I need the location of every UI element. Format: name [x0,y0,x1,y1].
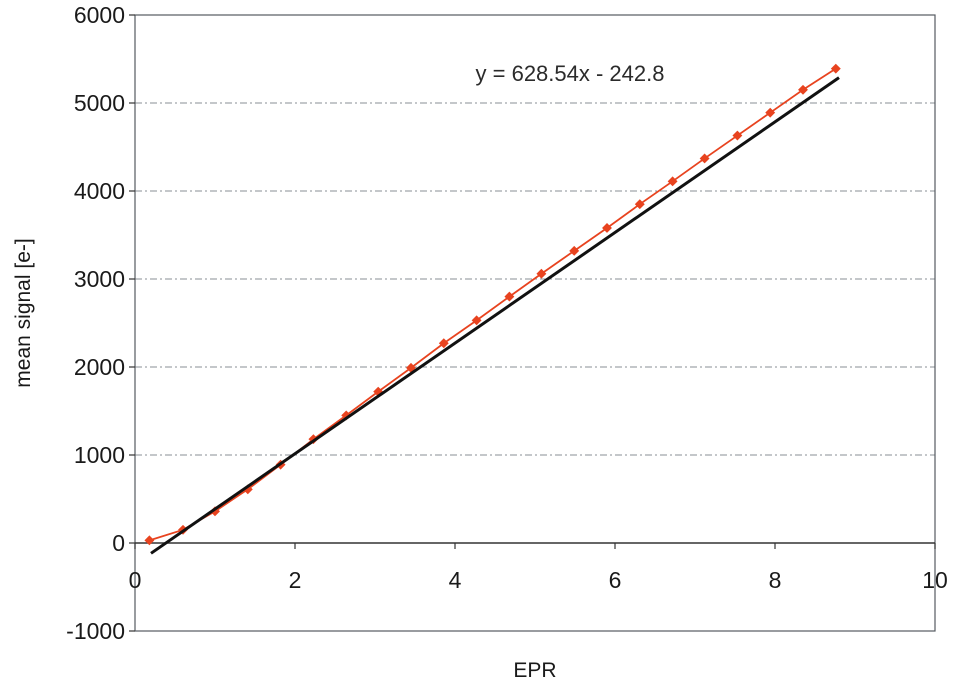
data-point-0-16 [667,176,678,187]
y-tick-label-0: -1000 [66,618,125,644]
labels: y = 628.54x - 242.8 EPR mean signal [e-] [12,61,664,682]
data-point-0-15 [634,199,645,210]
plot-frame [134,14,936,632]
y-tick-label-5: 4000 [74,178,125,204]
y-tick-label-4: 3000 [74,266,125,292]
data-point-0-0 [144,535,155,546]
x-axis-title: EPR [513,659,556,682]
y-tick-label-2: 1000 [74,442,125,468]
data-point-0-19 [765,107,776,118]
y-tick-label-3: 2000 [74,354,125,380]
trendline [150,76,840,555]
data-point-0-18 [732,130,743,141]
plot-border [134,14,936,632]
trendline-group [150,76,840,555]
x-tick-label-2: 4 [449,567,462,593]
series-line-0 [149,67,837,542]
data-point-0-13 [569,245,580,256]
x-tick-label-1: 2 [289,567,302,593]
x-tick-label-4: 8 [769,567,782,593]
y-axis-title: mean signal [e-] [12,238,35,387]
data-point-0-9 [438,338,449,349]
x-tick-label-5: 10 [922,567,948,593]
data-point-0-12 [536,268,547,279]
x-tick-label-3: 6 [609,567,622,593]
data-point-0-17 [699,153,710,164]
y-tick-label-1: 0 [112,530,125,556]
y-tick-label-6: 5000 [74,90,125,116]
y-tick-label-7: 6000 [74,2,125,28]
data-point-0-10 [471,315,482,326]
data-point-0-21 [830,63,841,74]
data-series [144,63,841,546]
data-point-0-11 [504,291,515,302]
data-point-0-14 [602,223,612,233]
data-point-0-20 [798,84,808,95]
trendline-equation: y = 628.54x - 242.8 [476,61,665,86]
x-tick-label-0: 0 [129,567,142,593]
